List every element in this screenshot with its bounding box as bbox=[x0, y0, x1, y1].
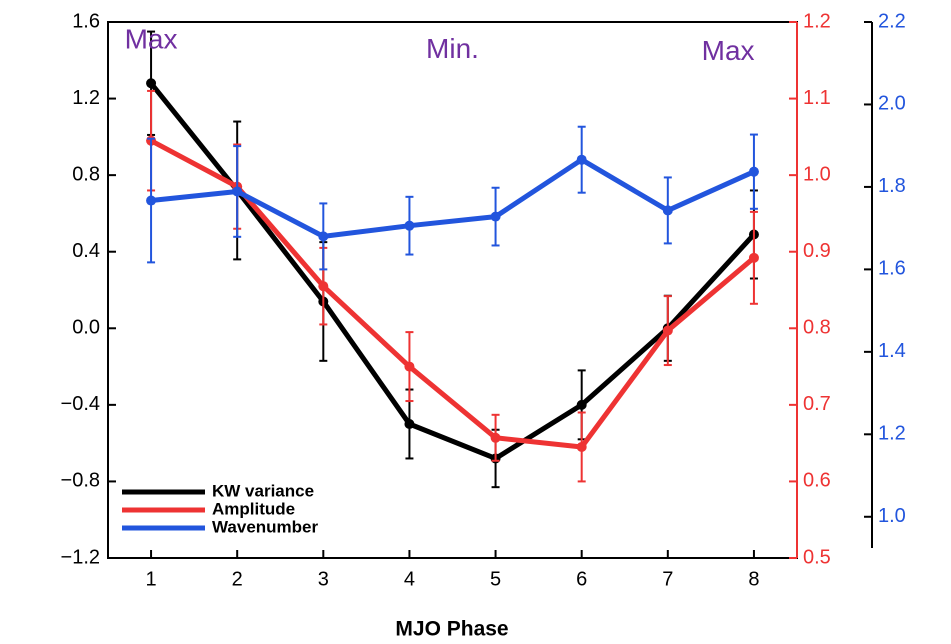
x-tick-label: 8 bbox=[748, 568, 759, 590]
y-tick-label: 1.6 bbox=[72, 10, 100, 32]
data-point bbox=[576, 399, 587, 410]
data-point bbox=[404, 419, 415, 429]
data-point bbox=[662, 325, 673, 336]
data-point bbox=[404, 220, 415, 231]
data-point bbox=[576, 154, 587, 165]
legend-label: Wavenumber bbox=[212, 517, 319, 536]
y-tick-label: −0.4 bbox=[61, 393, 100, 415]
legend-label: KW variance bbox=[212, 481, 314, 500]
data-point bbox=[576, 441, 587, 452]
data-point bbox=[748, 252, 759, 263]
y-tick-label: 1.2 bbox=[878, 423, 906, 445]
x-tick-label: 2 bbox=[232, 568, 243, 590]
x-tick-label: 1 bbox=[146, 568, 157, 590]
x-tick-label: 5 bbox=[490, 568, 501, 590]
x-tick-label: 3 bbox=[318, 568, 329, 590]
x-tick-label: 6 bbox=[576, 568, 587, 590]
y-tick-label: 1.4 bbox=[878, 340, 906, 362]
y-tick-label: 0.9 bbox=[803, 240, 831, 262]
annotation: Min. bbox=[426, 33, 479, 64]
data-point bbox=[146, 78, 157, 89]
x-tick-label: 7 bbox=[662, 568, 673, 590]
data-point bbox=[748, 166, 759, 177]
y-tick-label: 0.6 bbox=[803, 470, 831, 492]
annotation: Max bbox=[702, 35, 755, 66]
y-tick-label: 1.0 bbox=[803, 163, 831, 185]
data-point bbox=[490, 211, 501, 222]
series-line bbox=[149, 81, 756, 461]
data-point bbox=[146, 195, 157, 206]
data-point bbox=[404, 361, 415, 372]
y-tick-label: 1.1 bbox=[803, 87, 831, 109]
y-tick-label: −0.8 bbox=[61, 470, 100, 492]
y-tick-label: 1.0 bbox=[878, 505, 906, 527]
y-tick-label: −1.2 bbox=[61, 546, 100, 568]
y-tick-label: 0.8 bbox=[72, 163, 100, 185]
data-point bbox=[490, 432, 501, 443]
y-tick-label: 1.2 bbox=[72, 87, 100, 109]
y-tick-label: 0.0 bbox=[72, 317, 100, 339]
y-tick-label: 2.2 bbox=[878, 10, 906, 32]
x-axis-label: MJO Phase bbox=[395, 618, 508, 641]
y-tick-label: 1.6 bbox=[878, 258, 906, 280]
y-tick-label: 0.5 bbox=[803, 546, 831, 568]
data-point bbox=[232, 186, 243, 197]
y-tick-label: 0.7 bbox=[803, 393, 831, 415]
data-point bbox=[318, 231, 329, 242]
data-point bbox=[662, 205, 673, 216]
y-tick-label: 0.4 bbox=[72, 240, 100, 262]
y-tick-label: 2.0 bbox=[878, 93, 906, 115]
annotation: Max bbox=[125, 24, 178, 55]
x-tick-label: 4 bbox=[404, 568, 415, 590]
data-point bbox=[318, 281, 329, 292]
y-tick-label: 0.8 bbox=[803, 317, 831, 339]
series-line bbox=[149, 138, 756, 450]
y-tick-label: 1.8 bbox=[878, 175, 906, 197]
legend-label: Amplitude bbox=[212, 499, 295, 518]
series-line bbox=[150, 157, 755, 239]
y-tick-label: 1.2 bbox=[803, 10, 831, 32]
